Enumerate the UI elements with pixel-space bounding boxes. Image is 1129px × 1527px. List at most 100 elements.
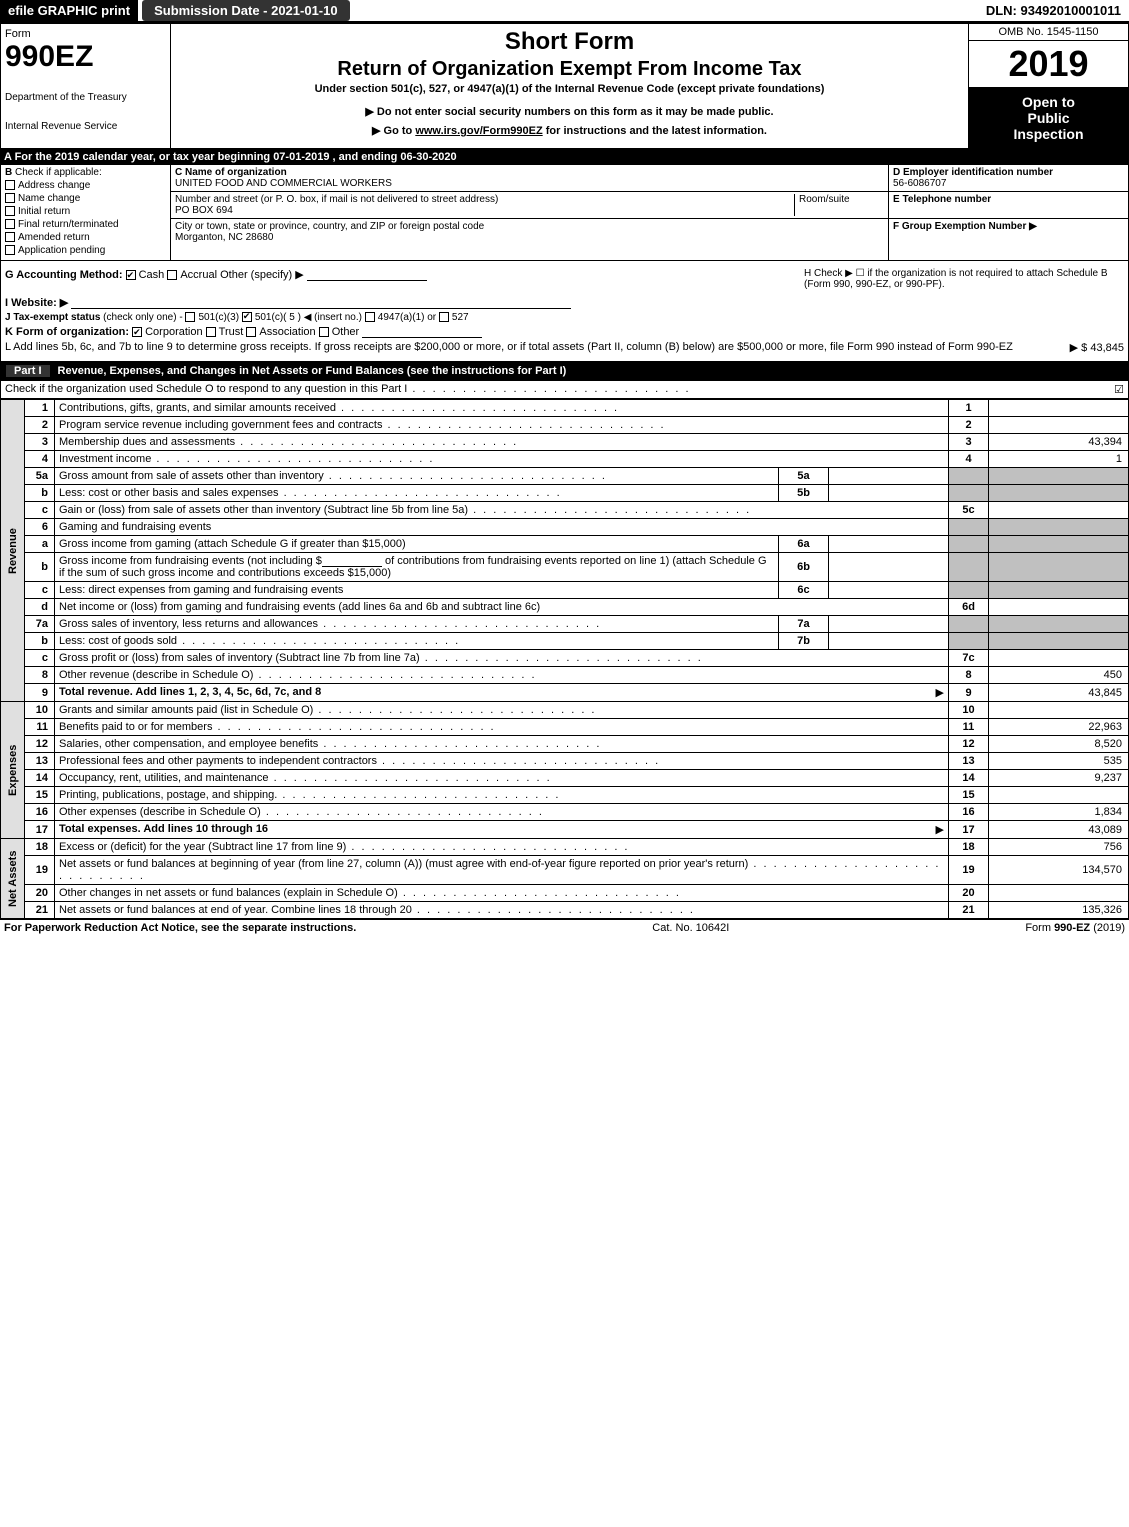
ein-value: 56-6086707	[893, 178, 946, 189]
j-501c-check[interactable]	[242, 312, 252, 322]
g-accrual-check[interactable]	[167, 270, 177, 280]
line-20: 20 Other changes in net assets or fund b…	[1, 885, 1129, 902]
check-final-return[interactable]: Final return/terminated	[5, 219, 166, 230]
org-name: UNITED FOOD AND COMMERCIAL WORKERS	[175, 178, 392, 189]
k-assoc-check[interactable]	[246, 327, 256, 337]
checkbox-icon[interactable]	[5, 180, 15, 190]
part-1-checked[interactable]: ☑	[1114, 383, 1124, 396]
lines-table: Revenue 1 Contributions, gifts, grants, …	[0, 399, 1129, 919]
line-12: 12 Salaries, other compensation, and emp…	[1, 736, 1129, 753]
addr-value: PO BOX 694	[175, 205, 233, 216]
line-num: 9	[25, 684, 55, 702]
line-16: 16 Other expenses (describe in Schedule …	[1, 804, 1129, 821]
checkbox-icon[interactable]	[5, 245, 15, 255]
check-application-pending[interactable]: Application pending	[5, 245, 166, 256]
line-val: 43,845	[989, 684, 1129, 702]
line-num: 2	[25, 417, 55, 434]
line-desc: Grants and similar amounts paid (list in…	[55, 702, 949, 719]
efile-label[interactable]: efile GRAPHIC print	[0, 0, 138, 21]
k-other-input[interactable]	[362, 326, 482, 338]
line-num: 10	[25, 702, 55, 719]
form-title: Short Form	[175, 28, 964, 56]
checkbox-icon[interactable]	[5, 232, 15, 242]
check-initial-return[interactable]: Initial return	[5, 206, 166, 217]
line-col: 14	[949, 770, 989, 787]
line-val-grey	[989, 553, 1129, 582]
line-col: 7c	[949, 650, 989, 667]
part-1-check-row: Check if the organization used Schedule …	[0, 380, 1129, 399]
line-15: 15 Printing, publications, postage, and …	[1, 787, 1129, 804]
line-8: 8 Other revenue (describe in Schedule O)…	[1, 667, 1129, 684]
line-5c: c Gain or (loss) from sale of assets oth…	[1, 502, 1129, 519]
line-val	[989, 650, 1129, 667]
sub-col: 6b	[779, 553, 829, 582]
k-trust: Trust	[219, 326, 244, 338]
line-10: Expenses 10 Grants and similar amounts p…	[1, 702, 1129, 719]
g-label: G Accounting Method:	[5, 269, 123, 281]
i-label: I Website: ▶	[5, 297, 68, 309]
line-val: 22,963	[989, 719, 1129, 736]
sub-col: 6a	[779, 536, 829, 553]
form-subtitle: Return of Organization Exempt From Incom…	[175, 58, 964, 81]
line-desc: Membership dues and assessments	[55, 434, 949, 451]
col-c: C Name of organization UNITED FOOD AND C…	[171, 165, 888, 260]
form-left: Form 990EZ Department of the Treasury In…	[1, 24, 171, 148]
line-col: 17	[949, 821, 989, 839]
j-sub: (check only one) -	[100, 312, 185, 323]
check-label: Address change	[18, 180, 90, 191]
line-num: 19	[25, 856, 55, 885]
checkbox-icon[interactable]	[5, 206, 15, 216]
checkbox-icon[interactable]	[5, 193, 15, 203]
k-other-check[interactable]	[319, 327, 329, 337]
line-desc: Salaries, other compensation, and employ…	[55, 736, 949, 753]
g-cash-check[interactable]	[126, 270, 136, 280]
line-col: 13	[949, 753, 989, 770]
website-input[interactable]	[71, 297, 571, 309]
part-1-check-text: Check if the organization used Schedule …	[5, 383, 1114, 396]
addr-row: Number and street (or P. O. box, if mail…	[171, 192, 888, 219]
check-amended-return[interactable]: Amended return	[5, 232, 166, 243]
g-other-input[interactable]	[307, 269, 427, 281]
line-5b: b Less: cost or other basis and sales ex…	[1, 485, 1129, 502]
line-desc: Gross sales of inventory, less returns a…	[55, 616, 779, 633]
checkbox-icon[interactable]	[5, 219, 15, 229]
goto-link[interactable]: www.irs.gov/Form990EZ	[415, 125, 542, 137]
line-num: c	[25, 582, 55, 599]
line-val: 535	[989, 753, 1129, 770]
line-desc: Gross income from gaming (attach Schedul…	[55, 536, 779, 553]
line-num: 18	[25, 839, 55, 856]
k-corp-check[interactable]	[132, 327, 142, 337]
footer-right: Form 990-EZ (2019)	[1025, 922, 1125, 934]
line-17: 17 Total expenses. Add lines 10 through …	[1, 821, 1129, 839]
line-col-grey	[949, 582, 989, 599]
j-527-check[interactable]	[439, 312, 449, 322]
line-desc: Occupancy, rent, utilities, and maintena…	[55, 770, 949, 787]
check-name-change[interactable]: Name change	[5, 193, 166, 204]
line-19: 19 Net assets or fund balances at beginn…	[1, 856, 1129, 885]
omb-number: OMB No. 1545-1150	[969, 24, 1128, 41]
ssn-warning: ▶ Do not enter social security numbers o…	[175, 105, 964, 118]
form-right: OMB No. 1545-1150 2019 Open to Public In…	[968, 24, 1128, 148]
goto-post: for instructions and the latest informat…	[543, 125, 767, 137]
submission-date: Submission Date - 2021-01-10	[142, 0, 350, 21]
line-desc: Gain or (loss) from sale of assets other…	[55, 502, 949, 519]
sub-col: 7b	[779, 633, 829, 650]
line-num: b	[25, 485, 55, 502]
line-desc: Less: cost of goods sold	[55, 633, 779, 650]
line-desc: Total expenses. Add lines 10 through 16 …	[55, 821, 949, 839]
line-val: 1	[989, 451, 1129, 468]
line-num: 1	[25, 400, 55, 417]
j-501c3-check[interactable]	[185, 312, 195, 322]
line-desc: Other revenue (describe in Schedule O)	[55, 667, 949, 684]
org-name-label: C Name of organization	[175, 167, 287, 178]
line-val: 450	[989, 667, 1129, 684]
tel-row: E Telephone number	[889, 192, 1128, 219]
line-13: 13 Professional fees and other payments …	[1, 753, 1129, 770]
check-address-change[interactable]: Address change	[5, 180, 166, 191]
k-trust-check[interactable]	[206, 327, 216, 337]
j-4947-check[interactable]	[365, 312, 375, 322]
line-num: 12	[25, 736, 55, 753]
line-6b-amount[interactable]	[322, 555, 382, 567]
line-6: 6 Gaming and fundraising events	[1, 519, 1129, 536]
check-label: Initial return	[18, 206, 70, 217]
